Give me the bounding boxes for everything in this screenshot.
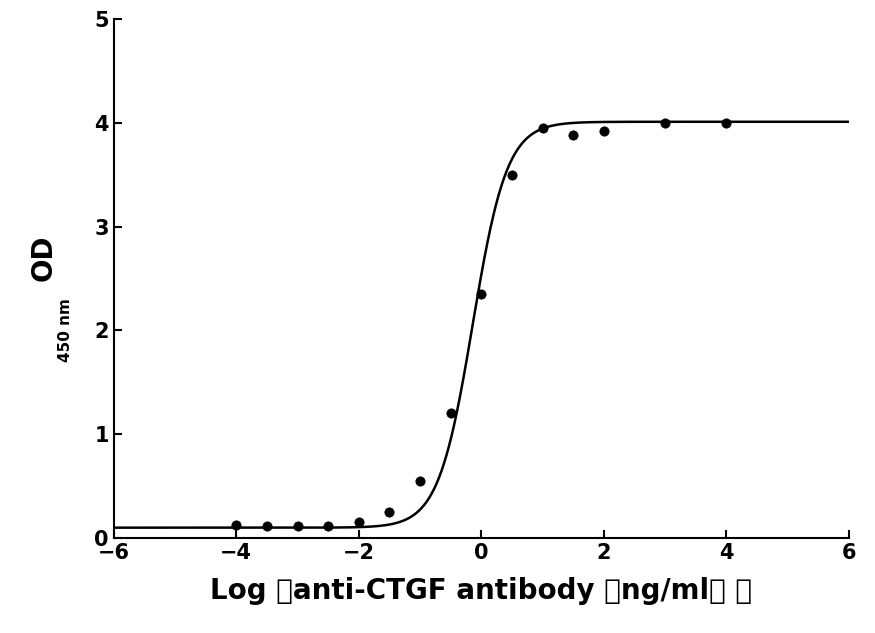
Point xyxy=(382,507,396,517)
Text: OD: OD xyxy=(30,234,58,281)
Point xyxy=(229,520,243,530)
Point xyxy=(536,123,550,133)
Point xyxy=(260,520,274,530)
Point xyxy=(658,118,672,128)
Point xyxy=(444,408,458,418)
Point xyxy=(352,517,366,527)
Point xyxy=(505,170,519,180)
Point xyxy=(413,476,427,486)
Point xyxy=(321,520,335,530)
X-axis label: Log （anti-CTGF antibody （ng/ml） ）: Log （anti-CTGF antibody （ng/ml） ） xyxy=(210,577,752,605)
Point xyxy=(566,130,580,141)
Point xyxy=(474,289,488,299)
Point xyxy=(290,520,304,530)
Point xyxy=(719,118,733,128)
Point xyxy=(597,126,611,136)
Text: 450 nm: 450 nm xyxy=(59,299,74,362)
